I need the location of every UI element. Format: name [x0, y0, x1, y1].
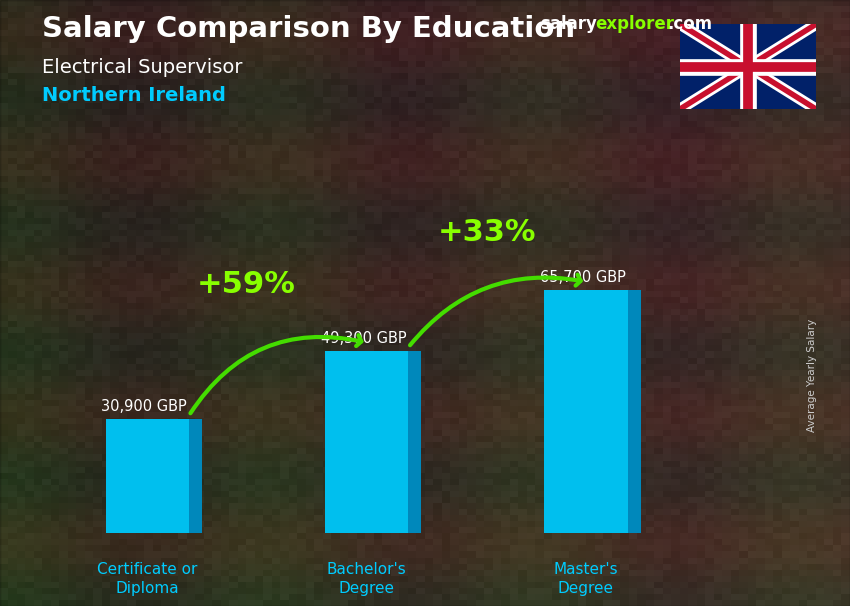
Text: Bachelor's
Degree: Bachelor's Degree [326, 562, 406, 596]
Text: 30,900 GBP: 30,900 GBP [101, 399, 187, 414]
Polygon shape [189, 419, 202, 533]
Text: .com: .com [667, 15, 712, 33]
Text: 65,700 GBP: 65,700 GBP [540, 270, 626, 285]
Text: explorer: explorer [595, 15, 674, 33]
Text: Salary Comparison By Education: Salary Comparison By Education [42, 15, 575, 43]
Polygon shape [544, 290, 627, 533]
Text: Master's
Degree: Master's Degree [553, 562, 618, 596]
Text: +59%: +59% [196, 270, 296, 299]
Polygon shape [325, 350, 408, 533]
Polygon shape [105, 419, 189, 533]
Text: Electrical Supervisor: Electrical Supervisor [42, 58, 243, 76]
Text: 49,300 GBP: 49,300 GBP [320, 331, 406, 346]
Polygon shape [408, 350, 422, 533]
Text: Northern Ireland: Northern Ireland [42, 86, 226, 105]
Text: Average Yearly Salary: Average Yearly Salary [807, 319, 817, 432]
Text: salary: salary [540, 15, 597, 33]
Polygon shape [627, 290, 641, 533]
Text: +33%: +33% [438, 219, 536, 247]
Text: Certificate or
Diploma: Certificate or Diploma [97, 562, 197, 596]
